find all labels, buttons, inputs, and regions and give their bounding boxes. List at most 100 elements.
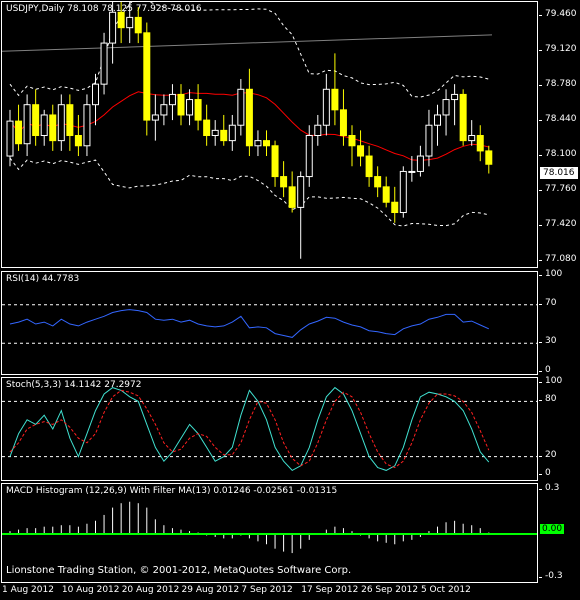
rsi-tick-label: 0: [545, 365, 551, 375]
rsi-svg: [2, 304, 537, 344]
bear-candle: [485, 150, 493, 165]
rsi-tick-label: 30: [545, 336, 557, 347]
bull-candle: [23, 104, 31, 145]
bear-candle: [245, 88, 253, 147]
stoch-svg: [2, 386, 537, 472]
bull-candle: [151, 114, 159, 121]
price-chart-svg: [2, 2, 493, 259]
bear-candle: [391, 201, 399, 214]
rsi-label: RSI(14) 44.7783: [6, 274, 80, 284]
date-tick-label: 20 Aug 2012: [121, 585, 180, 595]
stoch-main-line: [9, 386, 490, 472]
stoch-axis: 100 80 20 0: [539, 376, 580, 481]
bull-candle: [416, 155, 424, 172]
date-axis: 1 Aug 2012 10 Aug 2012 20 Aug 2012 29 Aug 2…: [0, 583, 580, 600]
date-tick-label: 29 Aug 2012: [181, 585, 240, 595]
macd-svg: [2, 501, 537, 554]
bull-candle: [92, 83, 99, 106]
bull-candle: [211, 129, 219, 137]
date-tick-label: 17 Sep 2012: [301, 585, 359, 595]
rsi-panel[interactable]: RSI(14) 44.7783: [1, 271, 538, 375]
macd-axis: 0.3 -0.3: [539, 483, 580, 583]
bear-candle: [66, 104, 74, 136]
bull-candle: [160, 104, 168, 116]
price-tickmark: [539, 224, 542, 226]
bear-candle: [331, 88, 339, 111]
bull-candle: [434, 114, 441, 126]
price-tick-label: 78.780: [545, 79, 577, 90]
bull-candle: [254, 140, 262, 147]
bull-candle: [468, 135, 476, 142]
bear-candle: [476, 135, 484, 152]
bull-candle: [109, 11, 117, 44]
rsi-tickmark: [539, 342, 542, 344]
price-axis: 79.460 79.120 78.780 78.440 78.100 77.760 77.4…: [539, 1, 580, 268]
price-tickmark: [539, 259, 542, 261]
date-tick-label: 7 Sep 2012: [241, 585, 293, 595]
stoch-tick-label: 20: [545, 449, 557, 460]
price-tick-label: 77.080: [545, 253, 577, 264]
bull-candle: [237, 88, 245, 126]
price-tickmark: [539, 50, 542, 52]
bull-candle: [322, 88, 330, 126]
stoch-tickmark: [539, 474, 542, 475]
price-chart-panel[interactable]: USDJPY,Daily 78.108 78.125 77.928 78.016: [1, 1, 538, 268]
stoch-tick-label: 80: [545, 394, 557, 405]
bull-candle: [126, 16, 134, 29]
price-tick-label: 77.760: [545, 183, 577, 194]
bull-candle: [168, 93, 176, 106]
bull-candle: [57, 104, 65, 142]
bear-candle: [263, 140, 270, 147]
rsi-axis: 100 70 30 0: [539, 269, 580, 375]
macd-tickmark: [539, 489, 542, 490]
bull-candle: [305, 135, 313, 178]
bear-candle: [288, 186, 296, 208]
bear-candle: [271, 145, 279, 178]
bull-candle: [40, 114, 48, 137]
bull-candle: [451, 93, 459, 101]
bear-candle: [382, 186, 390, 203]
lower-band-line: [9, 157, 489, 227]
date-tick-label: 1 Aug 2012: [2, 585, 54, 595]
price-tick-label: 77.420: [545, 218, 577, 229]
stoch-tickmark: [539, 400, 542, 402]
bear-candle: [459, 93, 467, 142]
price-tick-label: 78.440: [545, 114, 577, 125]
stoch-label: Stoch(5,3,3) 14.1142 27.2972: [6, 380, 142, 390]
price-tickmark: [539, 85, 542, 87]
price-tickmark: [539, 120, 542, 122]
price-tick-label: 78.100: [545, 149, 577, 160]
bull-candle: [6, 120, 14, 157]
bull-candle: [83, 104, 91, 147]
rsi-tickmark: [539, 303, 542, 305]
bear-candle: [177, 93, 185, 116]
bull-candle: [100, 42, 108, 85]
trendline: [2, 34, 493, 52]
price-tick-label: 79.120: [545, 44, 577, 55]
bear-candle: [365, 155, 373, 178]
upper-band-line: [9, 2, 489, 98]
bear-candle: [143, 32, 151, 121]
rsi-tick-label: 70: [545, 297, 557, 308]
macd-panel[interactable]: MACD Histogram (12,26,9) With Filter MA(…: [1, 483, 538, 583]
date-tick-label: 5 Oct 2012: [420, 585, 471, 595]
rsi-line: [9, 309, 490, 338]
rsi-tick-label: 100: [545, 269, 563, 279]
bull-candle: [442, 99, 450, 116]
stoch-tick-label: 100: [545, 376, 563, 386]
date-tick-label: 26 Sep 2012: [361, 585, 419, 595]
date-tick-label: 10 Aug 2012: [61, 585, 120, 595]
bear-candle: [357, 145, 365, 157]
bear-candle: [280, 176, 288, 188]
bull-candle: [297, 176, 305, 208]
bear-candle: [220, 129, 228, 142]
bull-candle: [425, 124, 433, 157]
bull-candle: [314, 124, 322, 136]
rsi-tickmark: [539, 275, 542, 276]
stoch-panel[interactable]: Stoch(5,3,3) 14.1142 27.2972: [1, 377, 538, 481]
stoch-tick-label: 0: [545, 468, 551, 478]
copyright-text: Lionstone Trading Station, © 2001-2012, …: [6, 565, 352, 576]
stoch-tickmark: [539, 382, 542, 383]
bear-candle: [134, 16, 142, 34]
price-tickmark: [539, 155, 542, 157]
